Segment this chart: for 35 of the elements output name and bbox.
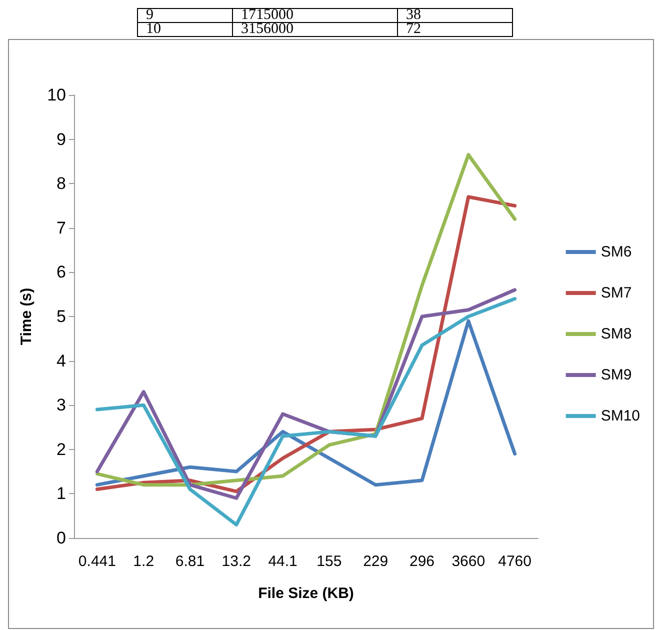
y-tick-label: 0 [56, 528, 66, 548]
x-tick-label: 0.441 [78, 553, 116, 570]
text: 38 [398, 7, 512, 23]
legend-label: SM8 [600, 326, 632, 342]
y-tick-label: 8 [56, 174, 66, 194]
x-tick-label: 13.2 [222, 553, 251, 570]
x-tick-label: 4760 [498, 553, 532, 570]
legend-label: SM6 [600, 244, 632, 260]
x-tick-label: 3660 [452, 553, 486, 570]
y-tick-label: 9 [56, 130, 66, 149]
y-tick-label: 5 [56, 307, 66, 326]
legend-label: SM9 [600, 366, 632, 384]
y-tick-label: 4 [56, 351, 66, 370]
x-tick-label: 44.1 [268, 553, 298, 570]
x-axis-title: File Size (KB) [258, 585, 354, 602]
y-tick-label: 10 [47, 86, 66, 104]
y-tick-label: 3 [56, 396, 66, 415]
text: 1715000 [232, 7, 398, 23]
y-axis-title: Time (s) [18, 288, 35, 346]
text: 3156000 [232, 21, 398, 37]
y-tick-label: 6 [56, 262, 66, 282]
legend-label: SM7 [600, 284, 632, 302]
legend-label: SM10 [600, 408, 640, 424]
x-tick-label: 6.81 [175, 553, 205, 570]
x-tick-label: 1.2 [133, 553, 154, 570]
x-tick-label: 155 [316, 553, 342, 570]
y-tick-label: 7 [56, 218, 66, 238]
text: 72 [398, 21, 512, 37]
line-series [95, 319, 517, 487]
text: 10 [138, 21, 232, 37]
x-tick-label: 229 [363, 553, 388, 570]
text: 9 [138, 7, 232, 23]
x-tick-label: 296 [409, 553, 435, 570]
y-tick-label: 1 [56, 484, 66, 504]
y-tick-label: 2 [56, 440, 66, 459]
